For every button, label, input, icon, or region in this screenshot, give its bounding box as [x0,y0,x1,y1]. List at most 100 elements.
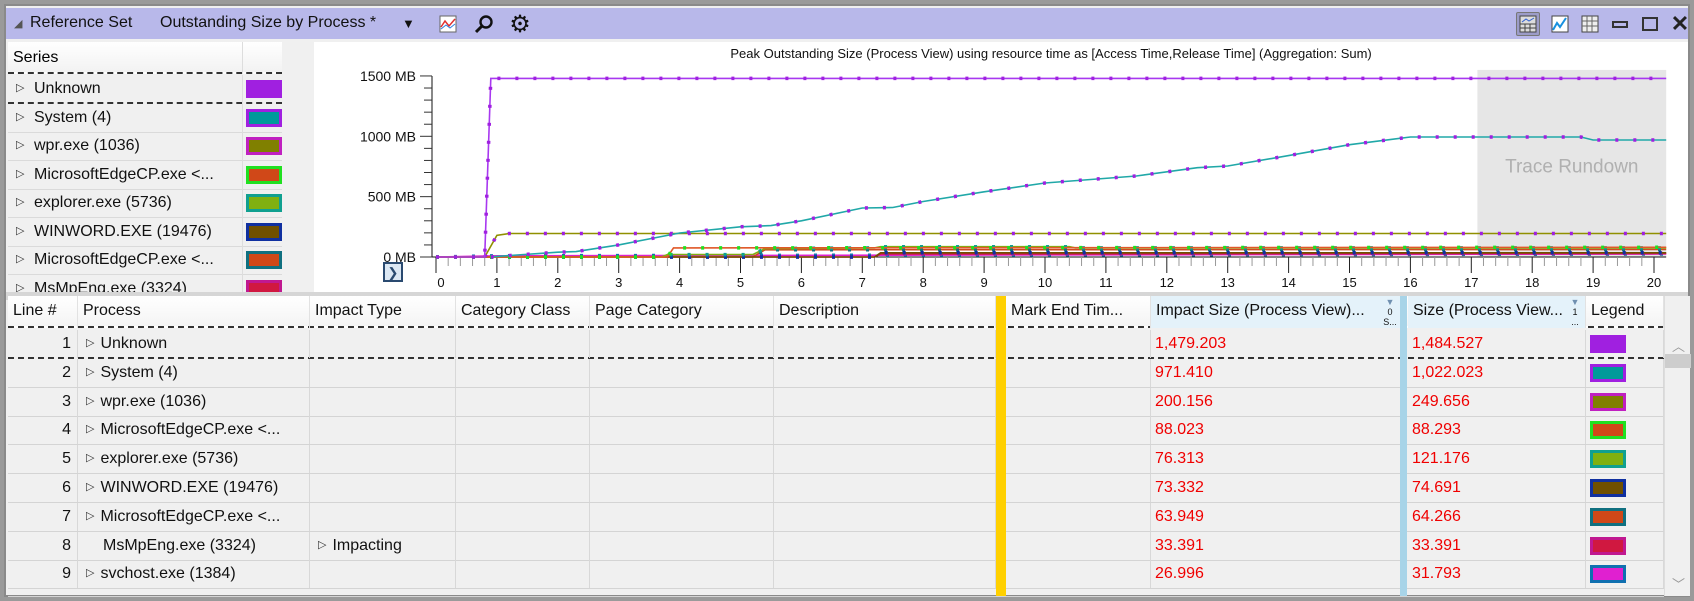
expand-icon[interactable]: ▷ [16,139,25,151]
chevron-down-icon[interactable]: ﹀ [1672,577,1686,592]
table-row[interactable]: 9 ▷ svchost.exe (1384) 26.996 31.793 [8,560,1664,590]
legend-swatch[interactable] [1590,507,1626,526]
table-row[interactable]: 8 MsMpEng.exe (3324) ▷ Impacting 33.391 3… [8,531,1664,561]
impact-type-cell[interactable] [310,387,456,416]
series-item[interactable]: ▷ WINWORD.EXE (19476) [8,217,282,247]
process-cell[interactable]: ▷ MicrosoftEdgeCP.exe <... [78,416,310,445]
impact-type-cell[interactable] [310,474,456,502]
expand-icon[interactable]: ▷ [86,365,95,378]
series-item[interactable]: ▷ MicrosoftEdgeCP.exe <... [8,160,282,190]
close-icon[interactable]: ✕ [1670,11,1690,36]
series-item[interactable]: ▷ Unknown [8,75,282,104]
chevron-down-icon[interactable]: ▼ [402,16,415,31]
minimize-icon[interactable] [1608,12,1632,36]
expand-icon[interactable]: ▷ [16,281,25,293]
expand-icon[interactable]: ▷ [86,337,95,349]
series-item[interactable]: ▷ System (4) [8,103,282,133]
col-category-class-header[interactable]: Category Class [456,296,590,328]
process-cell[interactable]: ▷ System (4) [78,358,310,387]
process-cell[interactable]: ▷ WINWORD.EXE (19476) [78,474,310,502]
col-mark-end-time-header[interactable]: Mark End Tim... [1006,296,1151,328]
table-row[interactable]: 7 ▷ MicrosoftEdgeCP.exe <... 63.949 64.26… [8,502,1664,532]
col-page-category-header[interactable]: Page Category [590,296,774,328]
process-cell[interactable]: ▷ Unknown [78,330,310,358]
table-row[interactable]: 1 ▷ Unknown 1,479.203 1,484.527 [8,330,1664,359]
graph-only-icon[interactable] [1548,12,1572,36]
series-item[interactable]: ▷ wpr.exe (1036) [8,132,282,161]
process-cell[interactable]: ▷ svchost.exe (1384) [78,560,310,589]
series-color-swatch[interactable] [246,80,282,98]
series-color-swatch[interactable] [246,165,282,184]
legend-swatch[interactable] [1590,479,1626,497]
expand-icon[interactable]: ▷ [16,196,25,208]
line-chart[interactable]: Peak Outstanding Size (Process View) usi… [314,42,1688,292]
table-row[interactable]: 2 ▷ System (4) 971.410 1,022.023 [8,358,1664,388]
chart-area[interactable]: Peak Outstanding Size (Process View) usi… [314,42,1688,292]
chart-type-icon[interactable] [436,12,460,36]
series-item[interactable]: ▷ MicrosoftEdgeCP.exe <... [8,246,282,275]
expand-icon[interactable]: ▷ [86,481,95,493]
col-line-header[interactable]: Line # [8,296,78,328]
process-cell[interactable]: ▷ wpr.exe (1036) [78,387,310,416]
col-description-header[interactable]: Description [774,296,996,328]
expand-icon[interactable]: ▷ [86,394,95,407]
process-cell[interactable]: MsMpEng.exe (3324) [78,531,310,560]
triangle-down-icon[interactable]: ◢ [14,18,23,30]
impact-type-cell[interactable]: ▷ Impacting [310,531,456,560]
impact-type-cell[interactable] [310,560,456,589]
impact-type-cell[interactable] [310,416,456,445]
series-item[interactable]: ▷ explorer.exe (5736) [8,189,282,218]
table-row[interactable]: 6 ▷ WINWORD.EXE (19476) 73.332 74.691 [8,474,1664,503]
table-row[interactable]: 4 ▷ MicrosoftEdgeCP.exe <... 88.023 88.29… [8,416,1664,446]
table-row[interactable]: 3 ▷ wpr.exe (1036) 200.156 249.656 [8,387,1664,417]
process-cell[interactable]: ▷ MicrosoftEdgeCP.exe <... [78,502,310,531]
col-process-header[interactable]: Process [78,296,310,328]
impact-type-cell[interactable] [310,330,456,358]
expand-icon[interactable]: ▷ [16,224,25,237]
chevron-up-icon[interactable]: ︿ [1672,339,1686,354]
search-icon[interactable] [472,12,496,36]
expand-axis-icon[interactable] [383,262,403,282]
legend-swatch[interactable] [1590,536,1626,555]
freeze-divider[interactable] [996,296,1006,596]
gear-icon[interactable]: ⚙ [509,10,531,38]
series-item[interactable]: ▷ MsMpEng.exe (3324) [8,274,282,293]
series-color-swatch[interactable] [246,222,282,241]
expand-icon[interactable]: ▷ [86,567,95,580]
legend-swatch[interactable] [1590,392,1626,411]
expand-icon[interactable]: ▷ [86,452,95,465]
col-impact-type-header[interactable]: Impact Type [310,296,456,328]
expand-icon[interactable]: ▷ [16,110,25,123]
legend-swatch[interactable] [1590,335,1626,353]
col-legend-header[interactable]: Legend [1586,296,1664,328]
expand-icon[interactable]: ▷ [86,509,95,522]
impact-type-cell[interactable] [310,502,456,531]
series-color-swatch[interactable] [246,279,282,292]
table-scrollbar[interactable]: ︿ ﹀ [1664,296,1691,596]
legend-swatch[interactable] [1590,565,1626,584]
scroll-thumb[interactable] [1665,354,1691,368]
col-size-header[interactable]: Size (Process View... ▼ 1... [1408,296,1586,328]
legend-swatch[interactable] [1590,450,1626,469]
expand-icon[interactable]: ▷ [86,423,95,436]
series-color-swatch[interactable] [246,108,282,127]
series-color-swatch[interactable] [246,251,282,269]
col-impact-size-header[interactable]: Impact Size (Process View)... ▼ 0 S... [1151,296,1401,328]
process-cell[interactable]: ▷ explorer.exe (5736) [78,445,310,474]
table-row[interactable]: 5 ▷ explorer.exe (5736) 76.313 121.176 [8,445,1664,475]
table-row[interactable] [8,589,1664,598]
expand-icon[interactable]: ▷ [318,538,327,551]
series-color-swatch[interactable] [246,137,282,155]
expand-icon[interactable]: ▷ [16,82,25,94]
table-only-icon[interactable] [1578,12,1602,36]
series-color-swatch[interactable] [246,194,282,212]
maximize-icon[interactable] [1638,12,1662,36]
graph-and-table-icon[interactable] [1516,12,1540,36]
preset-dropdown[interactable]: Outstanding Size by Process * [160,14,377,31]
expand-icon[interactable]: ▷ [16,253,25,265]
expand-icon[interactable]: ▷ [16,167,25,180]
impact-type-cell[interactable] [310,358,456,387]
legend-swatch[interactable] [1590,363,1626,382]
legend-swatch[interactable] [1590,421,1626,440]
impact-type-cell[interactable] [310,445,456,474]
